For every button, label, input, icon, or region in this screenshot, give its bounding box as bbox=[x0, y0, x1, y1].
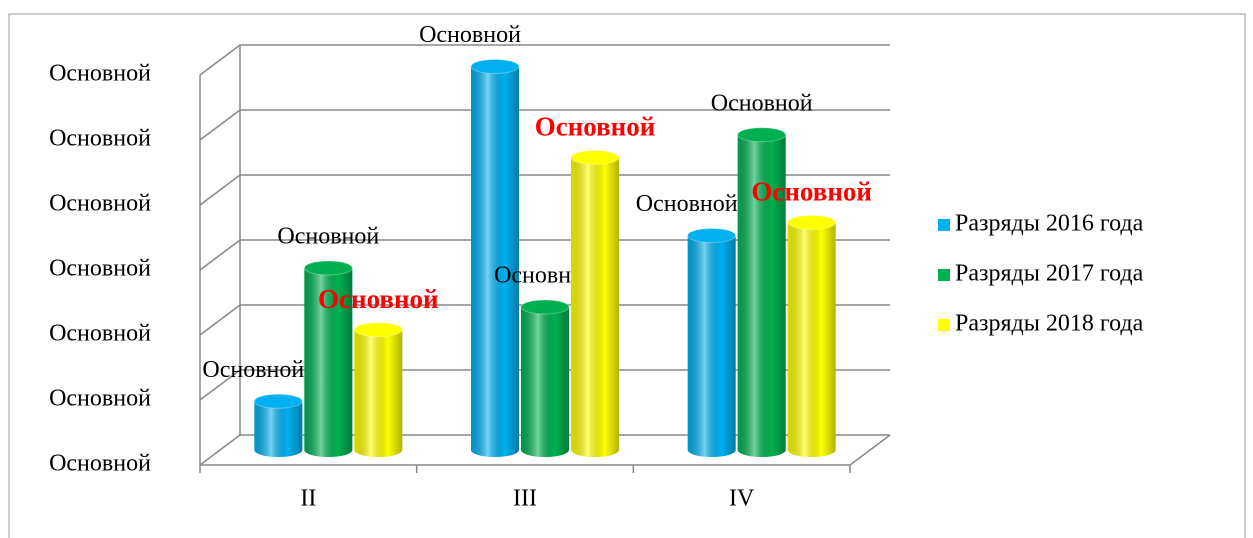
bar-top bbox=[787, 215, 837, 230]
bar-top bbox=[470, 59, 520, 74]
grid-line bbox=[199, 109, 890, 141]
legend-label: Разряды 2018 года bbox=[955, 311, 1144, 337]
legend-swatch bbox=[938, 219, 950, 231]
grid-line bbox=[199, 239, 890, 271]
data-label: Основной bbox=[751, 177, 872, 207]
bar-top bbox=[253, 393, 303, 409]
y-tick-label: Основной bbox=[49, 61, 151, 87]
legend-swatch bbox=[938, 319, 950, 331]
bar-top bbox=[687, 228, 737, 243]
data-label: Основной bbox=[202, 357, 304, 383]
bar-top bbox=[570, 150, 620, 165]
data-label: Основной bbox=[277, 224, 379, 250]
data-label: Основной bbox=[318, 284, 439, 314]
bar-shine bbox=[571, 157, 619, 457]
grid-line bbox=[199, 369, 890, 401]
bar-shine bbox=[737, 134, 786, 458]
y-tick-label: Основной bbox=[49, 191, 151, 217]
data-label: Основной bbox=[535, 112, 656, 142]
bar-shine bbox=[787, 222, 836, 458]
grid-line bbox=[199, 174, 890, 206]
bar-top bbox=[303, 260, 353, 276]
bar-top bbox=[353, 322, 403, 338]
bar-shine bbox=[687, 235, 736, 458]
y-tick-label: Основной bbox=[49, 451, 151, 477]
x-tick-label: II bbox=[300, 486, 316, 512]
grid-line bbox=[199, 304, 890, 336]
bar-shine bbox=[304, 268, 353, 458]
bar-shine bbox=[471, 66, 519, 457]
chart-border bbox=[8, 13, 1246, 538]
grid-line bbox=[199, 44, 890, 76]
grid-line bbox=[199, 434, 890, 466]
y-tick-label: Основной bbox=[49, 256, 151, 282]
data-label: Основной bbox=[636, 191, 738, 217]
bar-shine bbox=[521, 307, 569, 457]
x-tick-label: IV bbox=[729, 486, 755, 512]
data-label: Основной bbox=[419, 22, 521, 48]
y-tick-label: Основной bbox=[49, 126, 151, 152]
y-tick-label: Основной bbox=[49, 386, 151, 412]
bar-shine bbox=[354, 329, 403, 458]
bar-shine bbox=[254, 401, 303, 457]
bar-top bbox=[737, 127, 787, 143]
legend-label: Разряды 2016 года bbox=[955, 211, 1144, 237]
legend-label: Разряды 2017 года bbox=[955, 261, 1144, 287]
y-tick-label: Основной bbox=[49, 321, 151, 347]
data-label: Основной bbox=[711, 90, 813, 116]
bar-top bbox=[520, 299, 570, 315]
legend-swatch bbox=[938, 269, 950, 281]
x-tick-label: III bbox=[513, 486, 537, 512]
